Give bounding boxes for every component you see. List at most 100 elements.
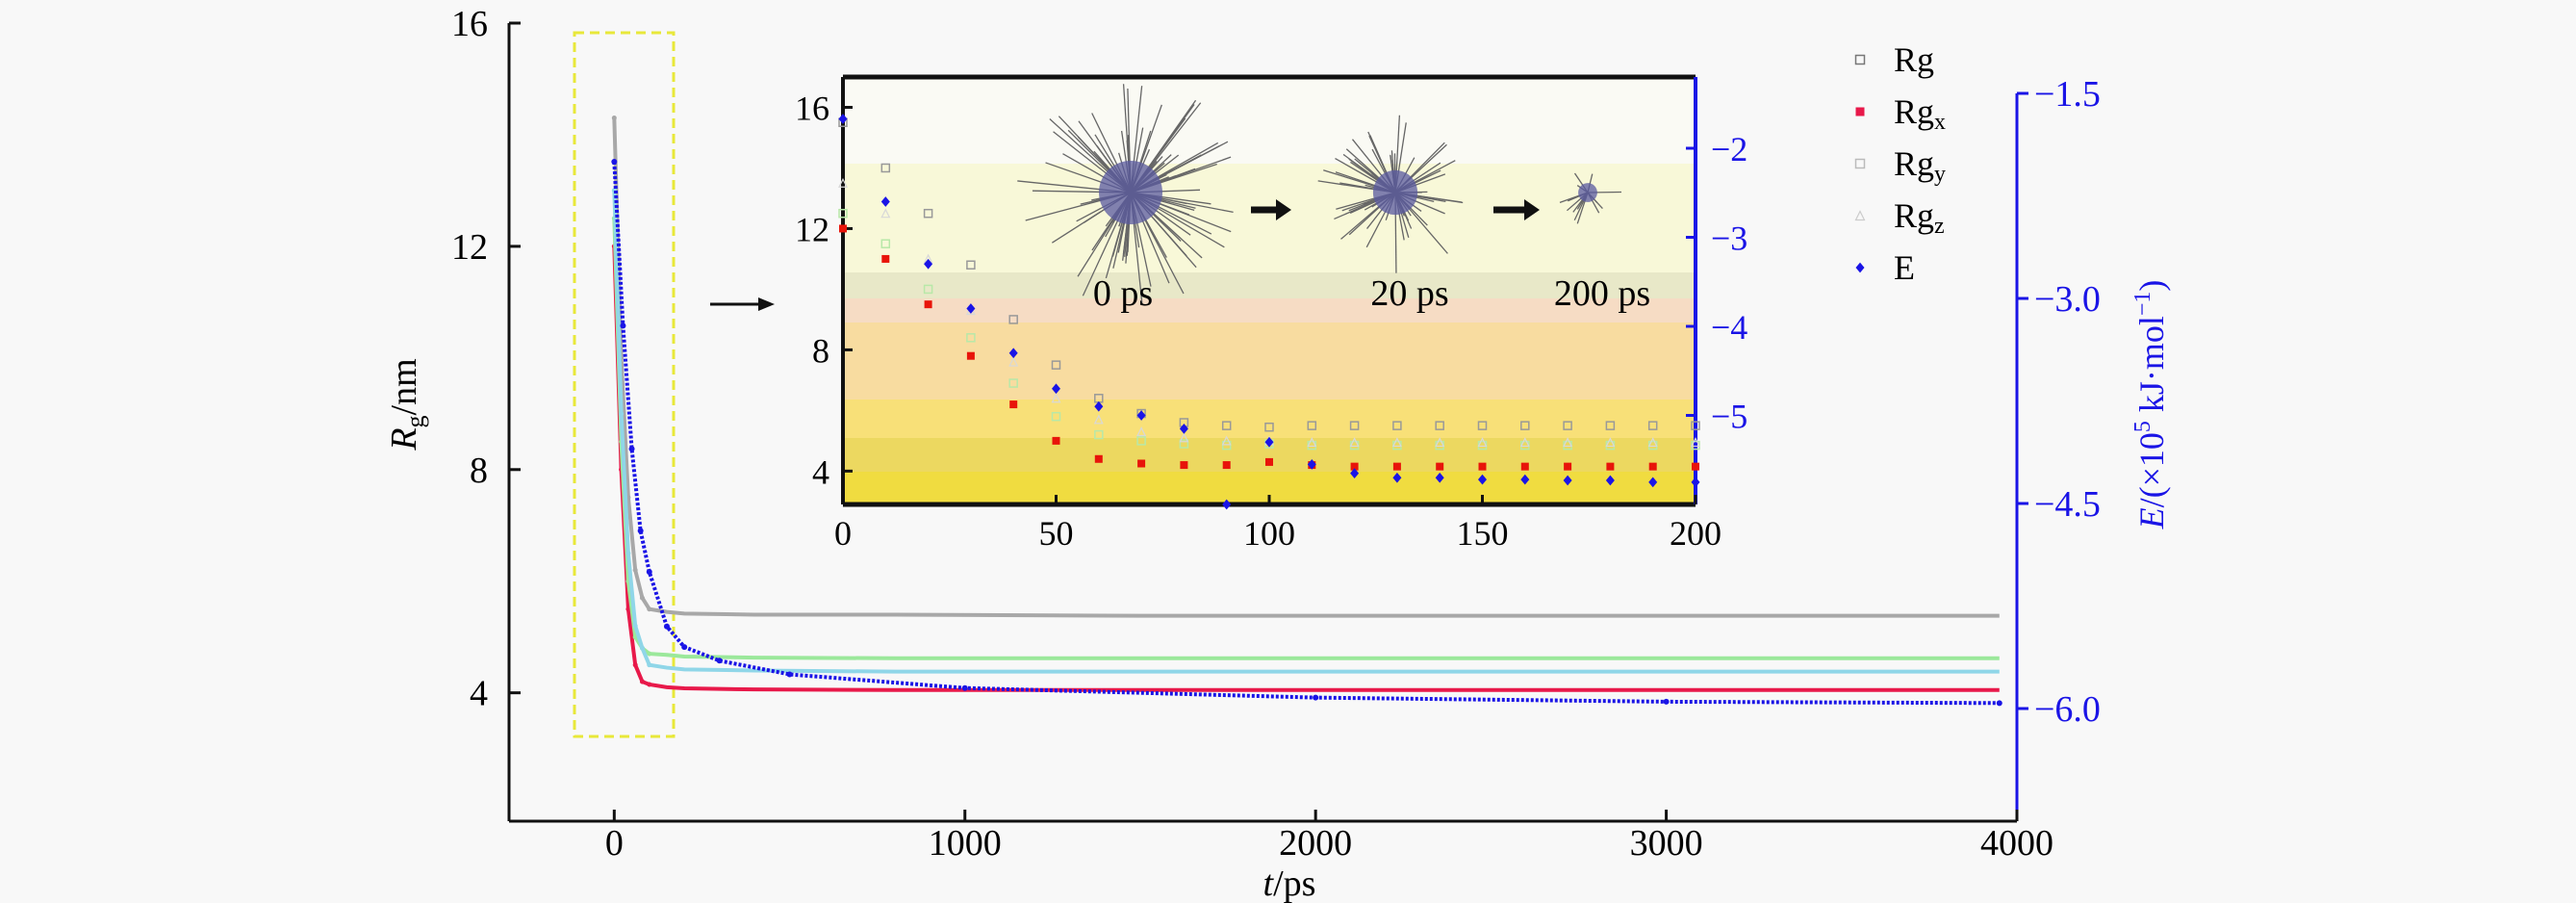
inset-point-rgz: [1008, 356, 1019, 367]
inset-point-rgx: [1094, 454, 1103, 463]
inset-point-rg: [1647, 421, 1658, 430]
data-point-rgz: [632, 623, 638, 629]
data-point-e: [637, 528, 644, 534]
data-point-rg: [611, 116, 617, 121]
inset-point-rgx: [924, 300, 932, 309]
zoom-arrow-head: [758, 297, 775, 311]
inset-point-rgx: [1564, 462, 1572, 471]
inset-point-rg: [1605, 421, 1616, 430]
inset-background-band: [843, 322, 1696, 400]
data-point-rgz: [639, 645, 645, 651]
inset-point-rgy: [1051, 411, 1061, 422]
inset-point-rg: [1349, 421, 1360, 430]
inset-point-e: [1392, 472, 1402, 483]
inset-point-rgx: [1180, 461, 1188, 470]
data-point-rg: [647, 606, 652, 612]
inset-point-e: [1179, 423, 1188, 434]
data-point-rgx: [632, 662, 638, 668]
inset-point-rgx: [1606, 462, 1615, 471]
inset-x-tick-label: 200: [1670, 514, 1722, 553]
y2-axis-label: E/(×105 kJ·mol−1): [2130, 280, 2171, 530]
inset-point-rgz: [1221, 435, 1232, 446]
inset-point-rgz: [1136, 426, 1147, 437]
x-axis-label: t/ps: [1263, 864, 1316, 903]
inset-background-band: [843, 164, 1696, 272]
legend-label-sub: y: [1934, 162, 1946, 187]
inset-point-rgz: [880, 208, 891, 219]
inset-point-rgx: [1137, 459, 1146, 468]
inset-point-e: [1691, 477, 1700, 488]
inset-point-rgy: [1008, 378, 1018, 388]
inset-point-rg: [923, 208, 933, 219]
legend-label: Rgy: [1894, 144, 1946, 187]
data-point-rgz: [619, 411, 625, 417]
inset-point-rgy: [838, 208, 848, 219]
legend-label-main: Rg: [1894, 144, 1934, 183]
y2-tick-label: −3.0: [2034, 279, 2101, 320]
legend-label-main: Rg: [1894, 196, 1934, 235]
inset-point-rgx: [1052, 436, 1060, 445]
legend-label-main: E: [1894, 248, 1915, 287]
inset-point-rgz: [1519, 437, 1530, 448]
y-tick-label: 8: [470, 451, 488, 491]
inset-background-band: [843, 298, 1696, 322]
inset-plot: 0 ps 20 ps 200 ps 0 50 100 150 200 4 8 12 16 −2 −3 −4 −…: [795, 74, 1747, 553]
inset-point-rgz: [1605, 437, 1616, 448]
inset-background-band: [843, 272, 1696, 298]
inset-point-e: [838, 114, 848, 124]
inset-point-e: [1520, 474, 1530, 485]
inset-y-tick-label: 8: [812, 331, 829, 370]
inset-point-e: [1435, 472, 1444, 483]
data-point-rgz: [625, 551, 631, 556]
inset-point-rg: [1477, 421, 1488, 430]
inset-point-rg: [1691, 421, 1700, 430]
data-point-rgx: [647, 682, 652, 687]
inset-point-rg: [1435, 421, 1444, 430]
inset-point-e: [1222, 499, 1232, 510]
legend-label: Rg: [1894, 40, 1934, 79]
inset-x-tick-label: 100: [1243, 514, 1295, 553]
inset-point-e: [1605, 475, 1615, 486]
inset-point-rgz: [1093, 414, 1104, 425]
inset-y-tick-label: 12: [795, 210, 829, 248]
data-point-e: [961, 684, 968, 691]
inset-point-rgx: [1009, 400, 1018, 409]
data-point-e: [681, 644, 688, 651]
inset-x-tick-label: 150: [1457, 514, 1509, 553]
legend-label-sub: z: [1934, 214, 1945, 239]
inset-point-rgz: [1477, 437, 1488, 448]
x-tick-label: 3000: [1630, 823, 1703, 864]
inset-point-rgz: [1563, 437, 1573, 448]
inset-point-rg: [1051, 360, 1061, 370]
legend-label-sub: x: [1934, 110, 1946, 135]
inset-point-e: [1052, 383, 1060, 395]
inset-y2-tick-label: −3: [1711, 219, 1747, 258]
legend-label-main: Rg: [1894, 92, 1934, 131]
data-point-e: [1663, 698, 1670, 705]
inset-point-rg: [880, 163, 891, 173]
data-point-e: [716, 658, 723, 664]
inset-point-rgx: [1265, 457, 1273, 466]
molecule-core: [1372, 169, 1418, 216]
y-axis-label: Rg/nm: [384, 358, 429, 451]
inset-background-band: [843, 77, 1696, 164]
inset-background-band: [843, 400, 1696, 438]
inset-y2-tick-label: −4: [1711, 308, 1747, 347]
legend-marker-rgz: [1854, 210, 1866, 221]
inset-point-rgx: [966, 351, 975, 360]
inset-x-tick-label: 50: [1039, 514, 1074, 553]
inset-point-rgz: [1647, 437, 1658, 448]
data-point-e: [1996, 700, 2002, 707]
zoom-region-box: [573, 31, 676, 738]
molecule-0ps: [1017, 84, 1234, 304]
inset-point-rgx: [1350, 462, 1359, 471]
inset-point-rgx: [881, 254, 890, 263]
x-tick-label: 1000: [929, 823, 1002, 864]
inset-point-e: [1136, 410, 1146, 421]
inset-point-rgz: [1051, 393, 1061, 403]
inset-point-rgz: [838, 177, 848, 188]
legend-label: Rgx: [1894, 92, 1946, 135]
molecule-core: [1099, 161, 1162, 224]
inset-point-rg: [1563, 421, 1572, 430]
